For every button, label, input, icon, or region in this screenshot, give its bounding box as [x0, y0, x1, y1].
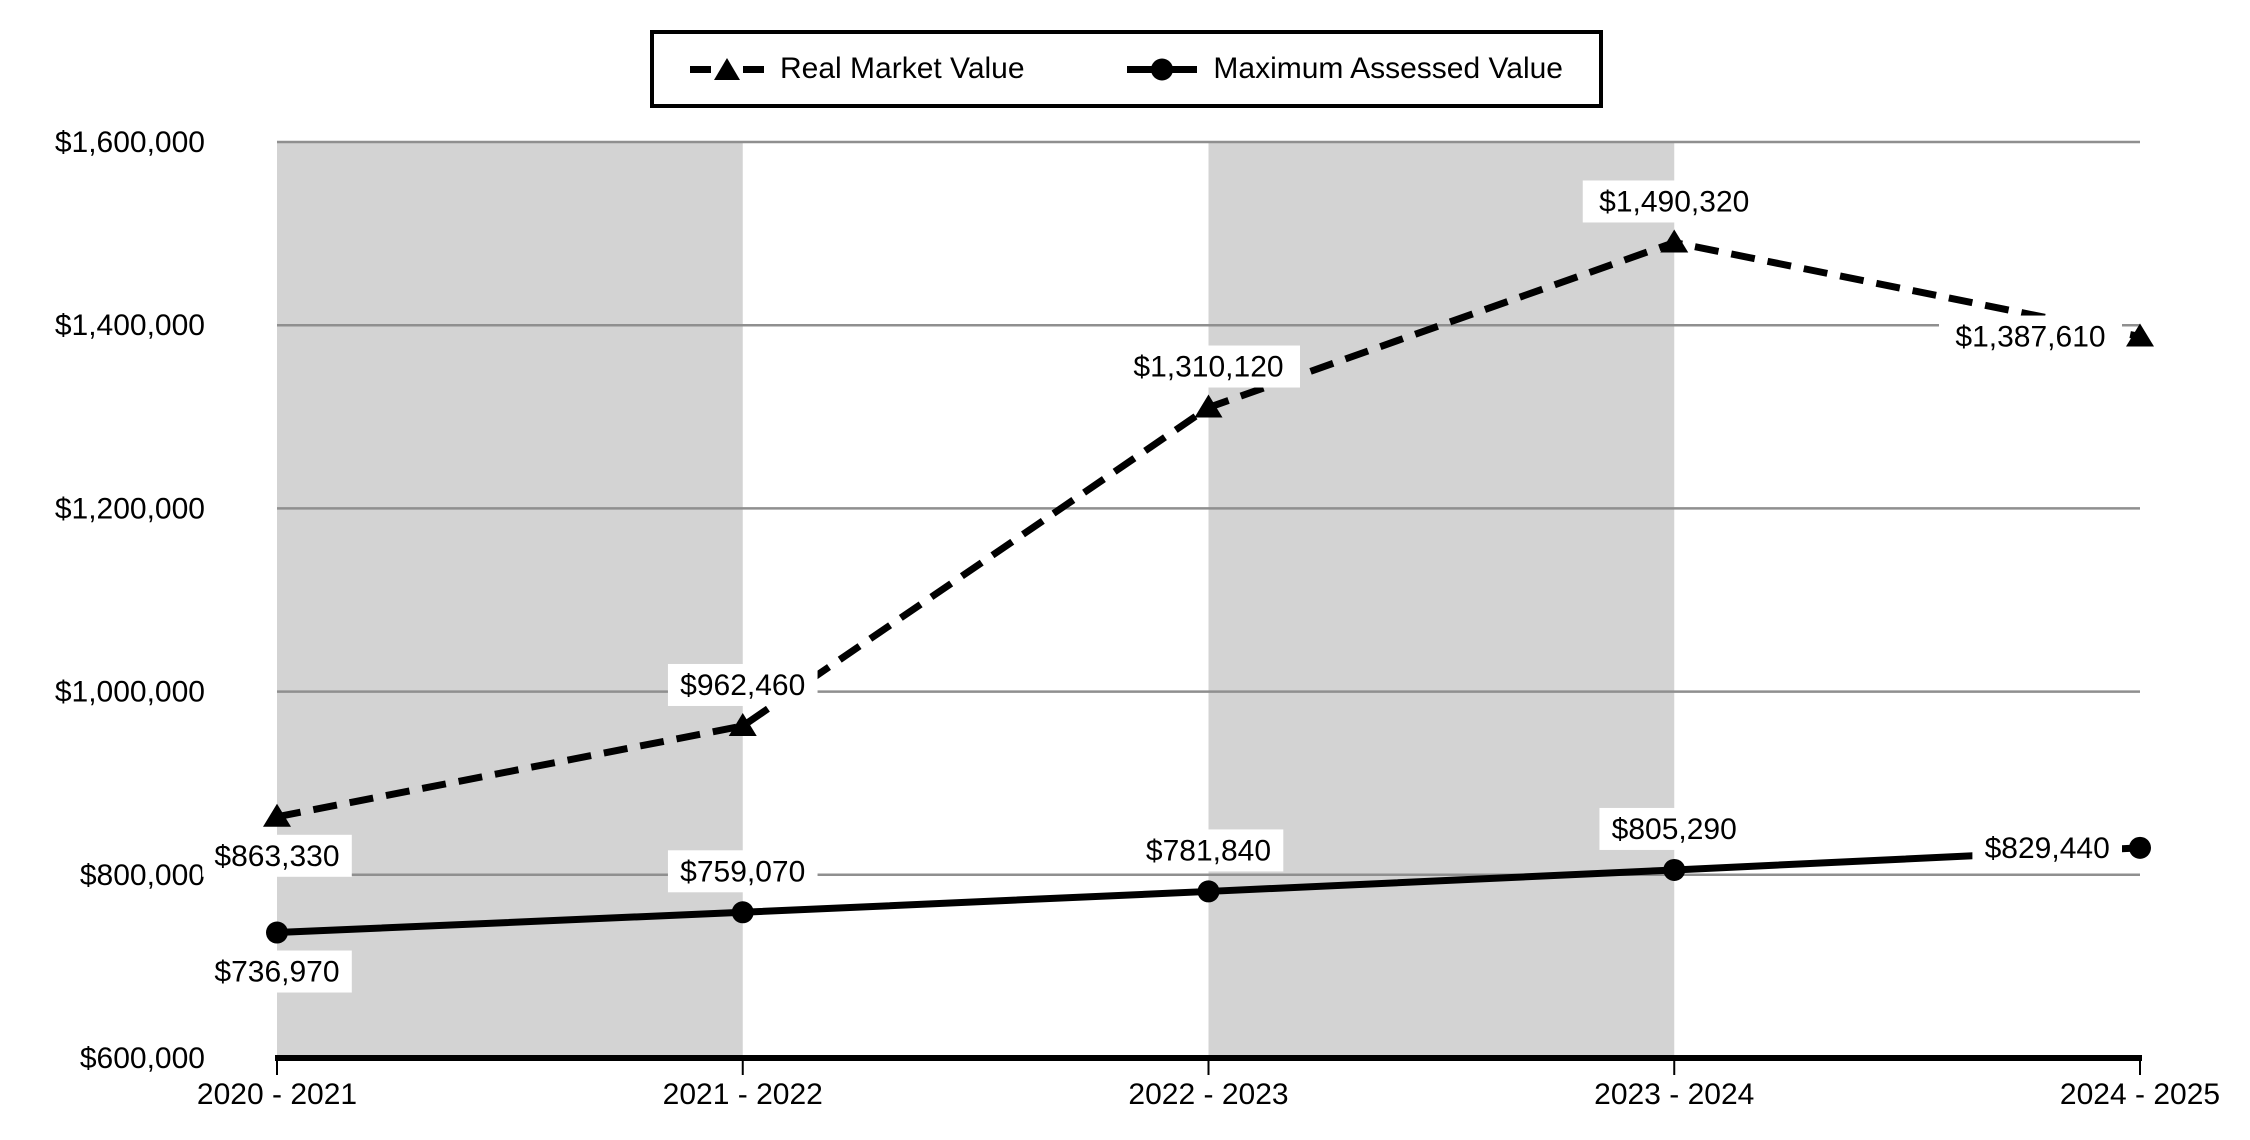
data-point-marker: [2129, 836, 2151, 859]
data-label-background: [1582, 180, 1766, 223]
data-label: $1,490,320: [1599, 185, 1749, 218]
data-label: $863,330: [214, 840, 339, 873]
solid-line-circle-marker-icon: [1127, 58, 1198, 81]
y-axis-tick-label: $800,000: [80, 859, 205, 892]
legend: Real Market Value Maximum Assessed Value: [650, 30, 1603, 108]
data-label-background: [1972, 826, 2122, 869]
y-axis-tick-label: $1,000,000: [55, 676, 205, 709]
plot-band: [277, 142, 743, 1058]
y-axis-tick-label: $1,600,000: [55, 126, 205, 159]
data-label-background: [202, 834, 352, 877]
data-point-marker: [1197, 880, 1220, 903]
data-point-marker: [1663, 858, 1686, 881]
data-label: $1,387,610: [1955, 321, 2105, 354]
data-label: $1,310,120: [1133, 351, 1283, 384]
x-axis-tick-label: 2021 - 2022: [663, 1078, 823, 1111]
y-axis-tick-label: $1,400,000: [55, 309, 205, 342]
data-label: $805,290: [1612, 813, 1737, 846]
data-label: $759,070: [680, 855, 805, 888]
legend-item-real-market-value: Real Market Value: [690, 52, 1025, 86]
data-label-background: [1939, 315, 2122, 358]
data-point-marker: [731, 901, 754, 924]
data-label-background: [1133, 829, 1284, 872]
data-label-background: [667, 663, 818, 706]
data-label: $962,460: [680, 669, 805, 702]
data-point-marker: [266, 921, 288, 944]
data-point-marker: [1660, 229, 1689, 253]
data-label-background: [667, 850, 818, 893]
data-label-background: [1117, 345, 1300, 388]
x-axis-tick-label: 2022 - 2023: [1128, 1078, 1288, 1111]
x-axis-tick-label: 2020 - 2021: [197, 1078, 357, 1111]
data-label: $736,970: [214, 956, 339, 989]
dashed-line-triangle-marker-icon: [690, 58, 764, 80]
legend-item-maximum-assessed-value: Maximum Assessed Value: [1127, 52, 1563, 86]
data-point-marker: [728, 712, 757, 736]
y-axis-tick-label: $600,000: [80, 1042, 205, 1075]
y-axis-tick-label: $1,200,000: [55, 492, 205, 525]
data-label-background: [1599, 807, 1750, 850]
legend-label-maximum-assessed-value: Maximum Assessed Value: [1213, 52, 1563, 85]
x-axis-tick-label: 2023 - 2024: [1594, 1078, 1754, 1111]
data-point-marker: [1194, 394, 1223, 418]
x-axis-tick-label: 2024 - 2025: [2060, 1078, 2220, 1111]
data-point-marker: [263, 803, 291, 827]
data-label: $829,440: [1985, 832, 2110, 865]
data-label-background: [202, 950, 352, 993]
data-point-marker: [2126, 323, 2154, 347]
series-maximum-assessed-value: $736,970 $759,070 $781,840 $805,290 $829,440: [202, 807, 2151, 993]
plot-band: [1208, 142, 1675, 1058]
series-real-market-value: $863,330 $962,460 $1,310,120 $1,490,320 $1,3…: [202, 180, 2154, 877]
legend-label-real-market-value: Real Market Value: [780, 52, 1025, 85]
data-label: $781,840: [1146, 834, 1271, 867]
